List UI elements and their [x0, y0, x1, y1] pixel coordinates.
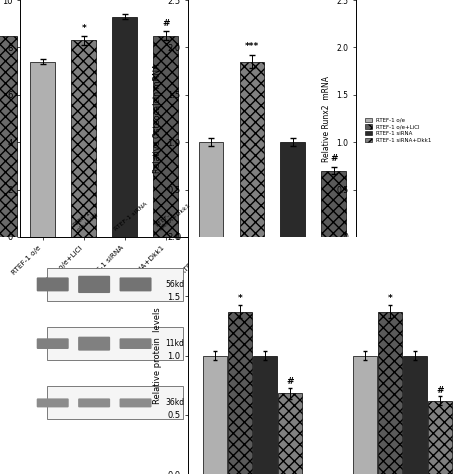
Bar	[228, 312, 252, 474]
Bar	[378, 312, 402, 474]
Text: RTEF-1
o/e+LiCl: RTEF-1 o/e+LiCl	[72, 207, 99, 232]
Bar	[154, 36, 178, 237]
Bar	[428, 401, 452, 474]
FancyBboxPatch shape	[78, 398, 110, 407]
Text: 36kd: 36kd	[165, 399, 184, 407]
Text: B: B	[0, 0, 1, 3]
Bar	[47, 268, 182, 301]
FancyBboxPatch shape	[36, 338, 69, 349]
Text: #: #	[162, 19, 170, 28]
Bar	[203, 356, 227, 474]
Text: C: C	[158, 0, 169, 3]
Text: 56kd: 56kd	[165, 280, 184, 289]
FancyBboxPatch shape	[78, 337, 110, 351]
Bar	[281, 142, 305, 237]
Y-axis label: Relative Osteocalcin mRNA: Relative Osteocalcin mRNA	[153, 64, 162, 173]
Text: RTEF-1 siRNA: RTEF-1 siRNA	[113, 202, 148, 232]
Bar	[47, 386, 182, 419]
Text: #: #	[437, 386, 444, 394]
Bar	[72, 40, 96, 237]
FancyBboxPatch shape	[36, 398, 69, 407]
Bar	[353, 356, 377, 474]
Bar	[0, 36, 17, 237]
Text: 11kd: 11kd	[165, 339, 184, 348]
Bar	[112, 17, 137, 237]
Bar	[253, 356, 277, 474]
FancyBboxPatch shape	[119, 277, 152, 292]
Bar	[47, 327, 182, 360]
FancyBboxPatch shape	[119, 398, 152, 407]
Bar	[321, 171, 346, 237]
Bar	[403, 356, 427, 474]
Y-axis label: Relative Runx2  mRNA: Relative Runx2 mRNA	[322, 75, 331, 162]
Bar	[278, 393, 301, 474]
Text: #: #	[286, 377, 293, 386]
Text: *: *	[237, 294, 242, 303]
Text: *: *	[388, 294, 392, 303]
Text: ***: ***	[245, 42, 259, 51]
Legend: RTEF-1 o/e, RTEF-1 o/e+LiCl, RTEF-1 siRNA, RTEF-1 siRNA+Dkk1: RTEF-1 o/e, RTEF-1 o/e+LiCl, RTEF-1 siRN…	[365, 118, 431, 143]
Bar	[239, 62, 264, 237]
Text: *: *	[82, 24, 86, 33]
Bar	[30, 62, 55, 237]
Text: RTEF-1
siRNA+Dkk1: RTEF-1 siRNA+Dkk1	[155, 199, 192, 232]
Bar	[199, 142, 223, 237]
Y-axis label: Relative protein  levels: Relative protein levels	[153, 307, 162, 404]
FancyBboxPatch shape	[36, 277, 69, 292]
FancyBboxPatch shape	[78, 276, 110, 293]
Text: #: #	[330, 154, 337, 163]
Text: D: D	[303, 0, 316, 3]
FancyBboxPatch shape	[119, 338, 152, 349]
